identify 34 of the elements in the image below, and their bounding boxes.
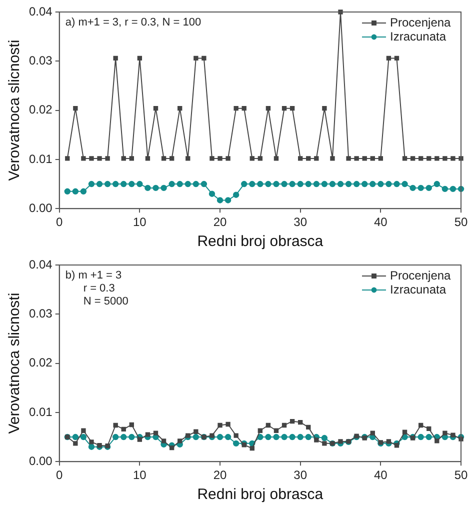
x-tick-label: 10 [133,468,147,482]
y-tick-label: 0.00 [28,200,53,215]
x-tick-label: 20 [213,468,228,482]
y-tick-label: 0.04 [28,257,53,272]
y-axis-title: Verovatnoca slicnosti [6,292,24,434]
x-tick-label: 10 [133,215,147,230]
annotation: r = 0.3 [83,282,115,295]
legend-label: Izracunata [390,282,446,296]
x-tick-label: 30 [294,215,308,230]
y-tick-label: 0.01 [28,152,53,166]
y-tick-label: 0.03 [28,306,53,320]
y-tick-label: 0.00 [28,454,53,468]
y-tick-label: 0.02 [28,356,53,370]
x-axis-title: Redni broj obrasca [197,233,324,250]
annotation: N = 5000 [83,296,128,308]
x-tick-label: 20 [213,215,228,230]
legend-label: Izracunata [390,29,446,44]
x-tick-label: 30 [294,468,308,482]
y-axis-title: Verovatnoca slicnosti [6,40,24,181]
annotation: a) m+1 = 3, r = 0.3, N = 100 [65,16,202,29]
y-tick-label: 0.03 [28,53,53,68]
y-tick-label: 0.02 [28,102,53,117]
x-axis-title: Redni broj obrasca [197,486,324,504]
x-tick-label: 40 [374,468,388,482]
x-tick-label: 40 [374,215,388,230]
x-tick-label: 0 [56,468,64,482]
x-tick-label: 50 [454,468,468,482]
legend-label: Procenjena [390,15,452,30]
annotation: b) m +1 = 3 [65,270,122,282]
x-tick-label: 0 [56,215,64,230]
y-tick-label: 0.04 [28,4,53,18]
y-tick-label: 0.01 [28,404,53,419]
x-tick-label: 50 [454,215,468,230]
legend-label: Procenjena [390,268,452,282]
